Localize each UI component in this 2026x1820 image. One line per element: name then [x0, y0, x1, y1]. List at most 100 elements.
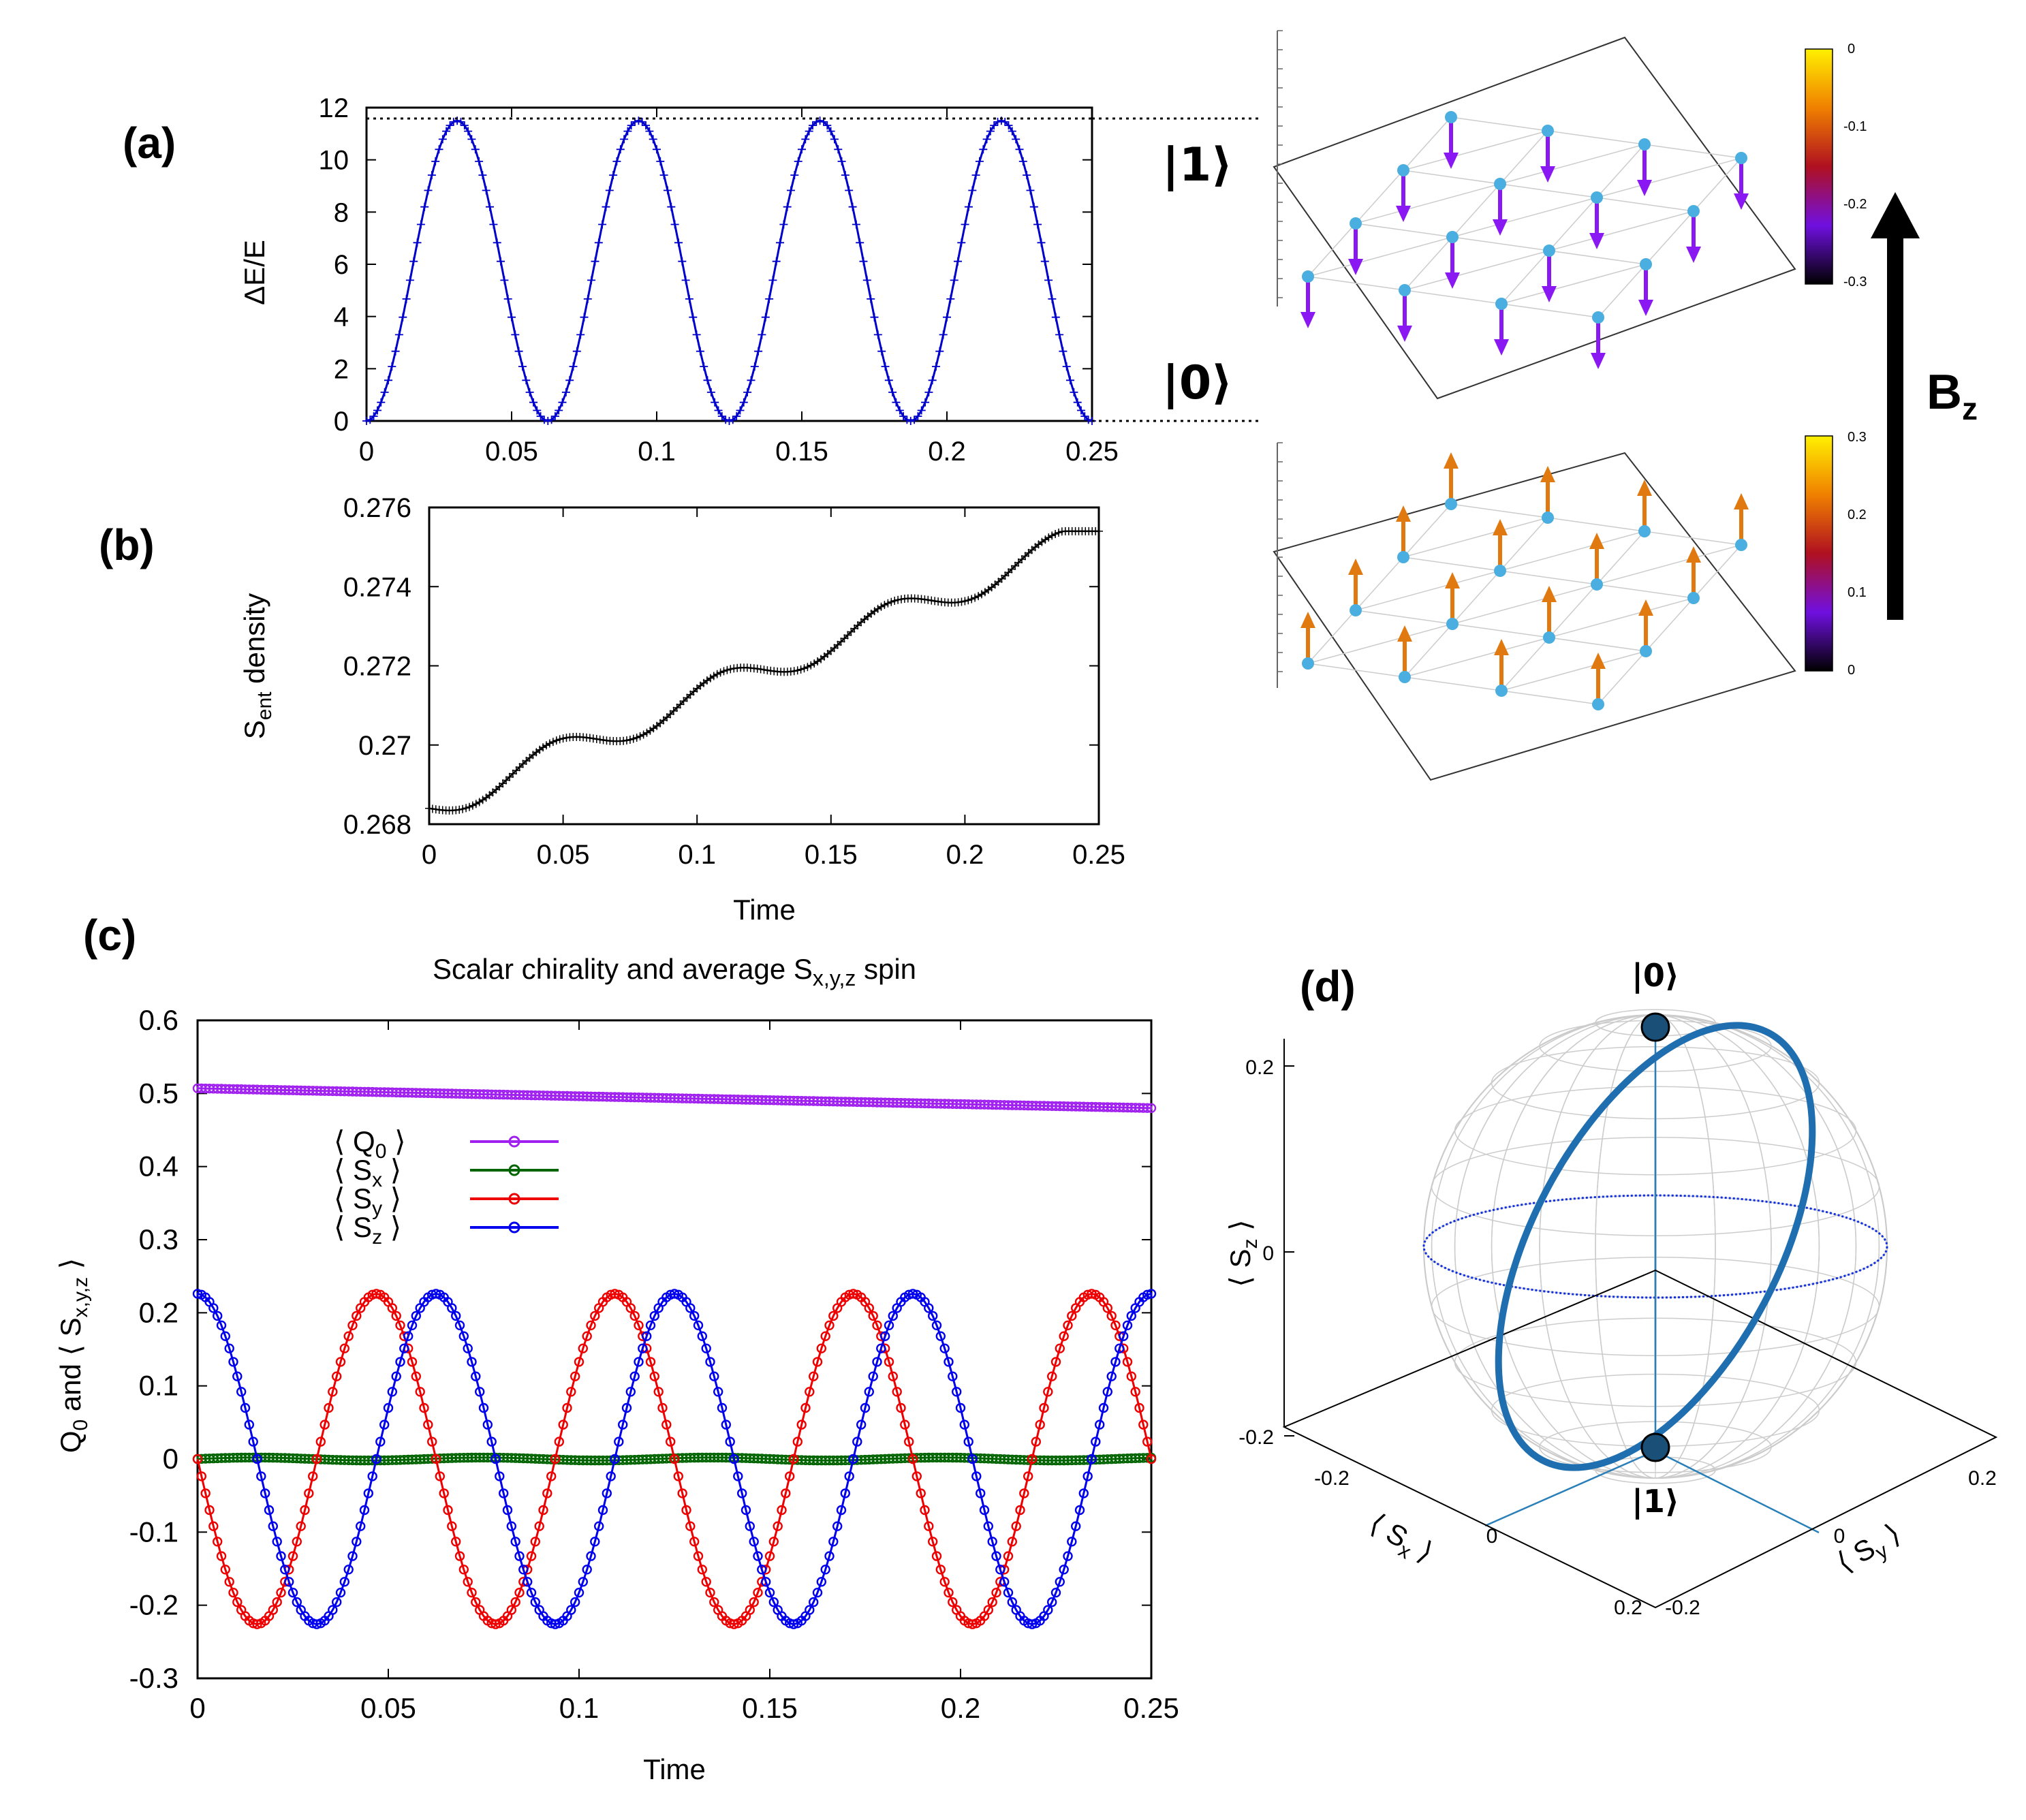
chart-b-series	[425, 527, 1103, 815]
lattice-upper-site	[1397, 164, 1409, 176]
lattice-upper-bond	[1307, 223, 1356, 277]
lattice-lower-bond	[1499, 570, 1598, 585]
lattice-lower-bond	[1501, 690, 1599, 705]
lattice-upper-bond	[1598, 264, 1647, 318]
chart-b-xtick-label: 0	[422, 840, 437, 870]
lattice-lower-site	[1640, 645, 1652, 657]
chart-a: 0 0.05 0.1 0.15 0.2 0.25 0 2 4 6 8 10 12 ΔE/E	[238, 93, 1260, 467]
lattice-lower-bond	[1693, 544, 1742, 599]
lattice-upper-spin-arrow-head	[1493, 219, 1508, 236]
chart-a-ytick-label: 6	[334, 250, 349, 280]
lattice-upper-site	[1399, 284, 1411, 296]
lattice-lower-bond	[1501, 637, 1550, 691]
lattice-upper-bond	[1404, 289, 1502, 304]
lattice-upper-spin-arrow-head	[1445, 272, 1460, 289]
chart-a-ytick-label: 10	[319, 146, 349, 176]
colorbar-bottom: 0.3 0.2 0.1 0	[1805, 430, 1867, 678]
series-sent-markers	[425, 527, 1103, 815]
lattice-upper-bond	[1452, 236, 1550, 251]
lattice-lower-bond	[1307, 623, 1453, 664]
bloch-x-tick-label: 0	[1486, 1525, 1498, 1548]
legend-swatch-marker-2	[508, 1193, 520, 1205]
lattice-upper-bond	[1404, 250, 1550, 291]
bloch-z-tick-label: 0.2	[1245, 1056, 1274, 1079]
lattice-lower-bond	[1452, 623, 1550, 638]
lattice-upper-bond	[1355, 223, 1453, 238]
chart-c-ytick-label: 0.2	[139, 1296, 178, 1328]
chart-b-ytick-label: 0.276	[343, 493, 411, 523]
lattice-upper-spin-arrow-head	[1589, 233, 1604, 249]
lattice-upper-spin-arrow-head	[1734, 193, 1749, 210]
chart-b-xtick-label: 0.05	[537, 840, 590, 870]
lattice-lower-spin-arrow-head	[1540, 466, 1555, 482]
legend-label-0: ⟨ Q0 ⟩	[334, 1125, 405, 1163]
ket-zero-label: |0⟩	[1162, 356, 1232, 410]
legend-swatch-marker-3	[508, 1221, 520, 1234]
bloch-label-one: |1⟩	[1632, 1483, 1679, 1520]
colorbar-top-tick-2: -0.2	[1843, 197, 1867, 212]
lattice-lower-bond	[1452, 584, 1598, 625]
lattice-upper-site	[1543, 245, 1555, 257]
panel-label-b: (b)	[99, 520, 155, 569]
legend-label-1: ⟨ Sx ⟩	[334, 1154, 401, 1191]
chart-c-xtick-label: 0.1	[559, 1692, 599, 1724]
chart-c-xtick-label: 0.2	[941, 1692, 980, 1724]
chart-c-series	[192, 1083, 1157, 1629]
lattice-lower-site	[1638, 525, 1651, 537]
lattice-upper-spin-arrow-head	[1300, 312, 1315, 328]
lattice-lower-spin-arrow-head	[1686, 546, 1701, 563]
bloch-y-axis	[1655, 1449, 1820, 1534]
chart-c-ytick-label: 0.3	[139, 1223, 178, 1255]
field-arrow-shaft	[1887, 235, 1903, 620]
lattice-upper-bond	[1596, 144, 1645, 198]
lattice-lower-bond	[1501, 650, 1647, 691]
lattice-lower-bond	[1404, 676, 1502, 691]
chart-c-xlabel: Time	[643, 1753, 706, 1785]
bloch-sz-label: ⟨ Sz ⟩	[1224, 1219, 1262, 1287]
chart-a-xtick-label: 0.05	[485, 437, 538, 467]
lattice-lower-site	[1350, 604, 1362, 616]
chart-b-ytick-label: 0.27	[358, 731, 411, 761]
chart-c-xtick-label: 0.05	[360, 1692, 416, 1724]
lattice-lower-bond	[1499, 517, 1548, 571]
ket-one-label: |1⟩	[1162, 138, 1232, 192]
colorbar-bottom-tick-0: 0.3	[1848, 430, 1867, 445]
bloch-x-tick-label: -0.2	[1314, 1467, 1350, 1490]
series-sz-markers	[192, 1289, 1157, 1629]
lattice-lower-bond	[1450, 503, 1548, 518]
chart-c-frame	[196, 1019, 1153, 1680]
lattice-upper-bond	[1548, 250, 1647, 265]
lattice-upper-spin-arrow-head	[1396, 206, 1411, 222]
lattice-lower-site	[1399, 671, 1411, 683]
chart-c-xtick-label: 0.25	[1123, 1692, 1179, 1724]
bloch-trajectory	[1495, 1022, 1816, 1471]
lattice-upper-bond	[1404, 236, 1453, 291]
lattice-lower-spin-arrow-head	[1638, 599, 1653, 616]
bloch-equator	[1422, 1194, 1888, 1299]
colorbar-bottom-tick-2: 0.1	[1848, 585, 1867, 600]
bloch-sx-label: ⟨ Sx ⟩	[1362, 1507, 1439, 1573]
lattice-lower-site	[1543, 631, 1555, 644]
lattice-upper-bond	[1548, 210, 1694, 251]
lattice-lower-site	[1591, 578, 1603, 591]
colorbar-top-tick-0: 0	[1848, 42, 1855, 57]
lattice-lower-spin-arrow-head	[1348, 559, 1363, 575]
panel-label-c: (c)	[83, 911, 136, 960]
lattice-lower-spin-arrow-head	[1300, 612, 1315, 628]
lattice-upper-bond	[1307, 236, 1453, 277]
lattice-plane-lower	[1273, 452, 1796, 781]
legend-swatch-marker-0	[508, 1135, 520, 1148]
lattice-lower-site	[1302, 657, 1314, 670]
lattice-lower-site	[1542, 512, 1554, 524]
lattice-lower-spin-arrow-head	[1493, 519, 1508, 535]
chart-b-ytick-label: 0.272	[343, 652, 411, 682]
chart-a-xtick-label: 0.1	[638, 437, 676, 467]
bloch-x-axis	[1484, 1449, 1656, 1527]
field-label: Bz	[1927, 365, 1978, 426]
lattice-upper-bond	[1499, 144, 1645, 185]
lattice-lower-spin-arrow-head	[1589, 533, 1604, 549]
lattice-upper-site	[1350, 217, 1362, 230]
chart-b-ticks: 0 0.05 0.1 0.15 0.2 0.25 0.268 0.27 0.272 0.274 0.…	[343, 493, 1125, 870]
bloch-point-one	[1640, 1432, 1670, 1462]
